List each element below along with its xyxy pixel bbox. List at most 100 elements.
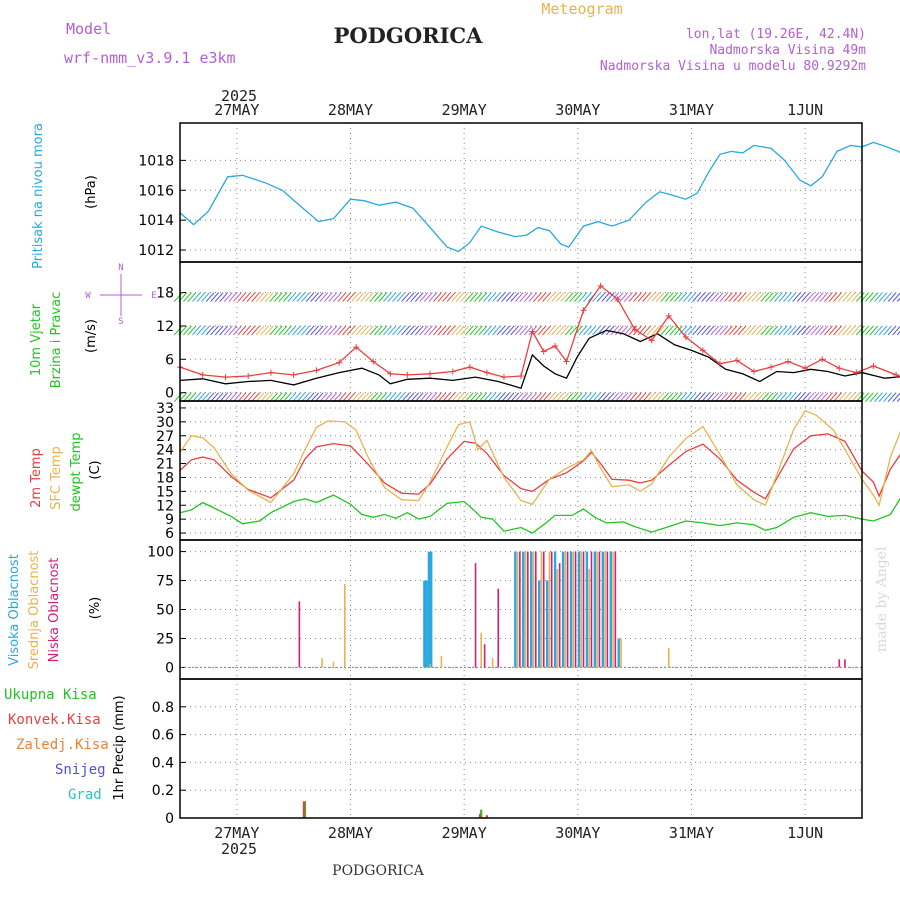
gust-marker (682, 334, 689, 341)
bar-konvek-kisa (302, 801, 305, 818)
wind-barb (269, 392, 279, 402)
wind-barb (583, 325, 592, 336)
wind-barb (664, 325, 674, 336)
wind-barb (501, 392, 511, 402)
wind-barb (182, 392, 192, 402)
wind-barb (637, 325, 647, 336)
wind-barb (542, 392, 551, 402)
wind-barb (655, 292, 665, 302)
day-label-top: 30MAY (555, 101, 600, 119)
wind-barb (619, 292, 629, 302)
y-tick-label: 12 (156, 319, 174, 335)
y-tick-label: 15 (156, 484, 174, 500)
gust-marker (483, 369, 490, 376)
wind-barb (864, 292, 874, 302)
wind-barb (537, 392, 547, 402)
gust-marker (699, 347, 706, 354)
series-sfc-temp (179, 409, 900, 508)
wind-barb (746, 292, 756, 302)
wind-barb (855, 325, 865, 336)
wind-barb (819, 292, 829, 302)
day-labels-top: 27MAY 28MAY 29MAY 30MAY 31MAY 1JUN (214, 101, 823, 119)
wind-barb (724, 292, 733, 302)
wind-barb (642, 325, 651, 336)
bar-visoka-oblacnost (585, 551, 589, 668)
wind-barb (569, 325, 579, 336)
wind-barb (792, 392, 801, 402)
wind-barb (810, 392, 820, 402)
wind-barb (783, 292, 792, 302)
bar-srednja-oblacnost (580, 551, 583, 668)
wind-barb (478, 392, 488, 402)
precip-legend-freezing: Zaledj.Kisa (16, 737, 109, 753)
model-elevation-text: Nadmorska Visina u modelu 80.9292m (600, 59, 866, 74)
wind-barb (646, 392, 656, 402)
gust-marker (733, 357, 740, 364)
wind-barb (437, 292, 447, 302)
series-dewpt-temp (179, 494, 900, 534)
wind-barb (596, 292, 606, 302)
wind-barb (360, 292, 370, 302)
y-tick-label: 9 (165, 512, 174, 528)
wind-barb (546, 325, 556, 336)
wind-barb (874, 325, 883, 336)
wind-barb (364, 292, 374, 302)
wind-barb (369, 292, 379, 302)
wind-barb (537, 325, 547, 336)
pressure-unit: (hPa) (84, 175, 99, 209)
wind-barb (878, 325, 888, 336)
wind-barb (251, 392, 260, 402)
wind-barb (855, 292, 865, 302)
y-tick-label: 12 (156, 498, 174, 514)
gust-marker (751, 368, 758, 375)
bar-srednja-oblacnost (572, 551, 575, 668)
wind-barb (814, 392, 824, 402)
wind-barb (837, 392, 847, 402)
precip-legend-hail: Grad (68, 787, 102, 803)
wind-barb (774, 392, 783, 402)
wind-barb (342, 292, 351, 302)
wind-barb (742, 325, 751, 336)
wind-barb (223, 325, 233, 336)
wind-barb (196, 325, 206, 336)
series-sea-level-pressure (179, 141, 900, 253)
wind-barb (833, 292, 842, 302)
wind-barb (778, 292, 788, 302)
wind-barb (255, 392, 265, 402)
wind-barb (660, 325, 670, 336)
wind-barb (714, 292, 724, 302)
bar-niska-oblacnost (519, 551, 521, 668)
wind-barb (196, 392, 206, 402)
wind-barb (223, 392, 233, 402)
panel-wind: 0 6 12 18 (156, 261, 900, 402)
gust-marker (836, 365, 843, 372)
wind-barb (237, 392, 247, 402)
bar-niska-oblacnost (838, 659, 841, 668)
wind-barb (401, 292, 410, 302)
bar-niska-oblacnost (527, 551, 529, 668)
bar-visoka-oblacnost (553, 551, 557, 668)
wind-barb (851, 392, 861, 402)
wind-barb (473, 392, 483, 402)
y-tick-label: 75 (156, 574, 174, 590)
y-tick-label: 25 (156, 631, 174, 647)
wind-barb (560, 292, 570, 302)
wind-barb (705, 325, 715, 336)
wind-barb (187, 292, 197, 302)
wind-barb (737, 292, 747, 302)
wind-barb (687, 325, 697, 336)
wind-barb (583, 292, 592, 302)
wind-barb (696, 392, 706, 402)
wind-barb (428, 325, 438, 336)
wind-barb (792, 325, 801, 336)
wind-barb (555, 325, 565, 336)
y-tick-label: 0 (165, 660, 174, 676)
wind-barb (292, 292, 301, 302)
wind-barb (810, 325, 820, 336)
bar-srednja-oblacnost (344, 584, 346, 668)
bar-srednja-oblacnost (667, 647, 670, 668)
day-label-bottom: 29MAY (442, 824, 487, 842)
wind-barb (360, 392, 370, 402)
wind-barb (292, 325, 301, 336)
wind-barb (842, 325, 852, 336)
